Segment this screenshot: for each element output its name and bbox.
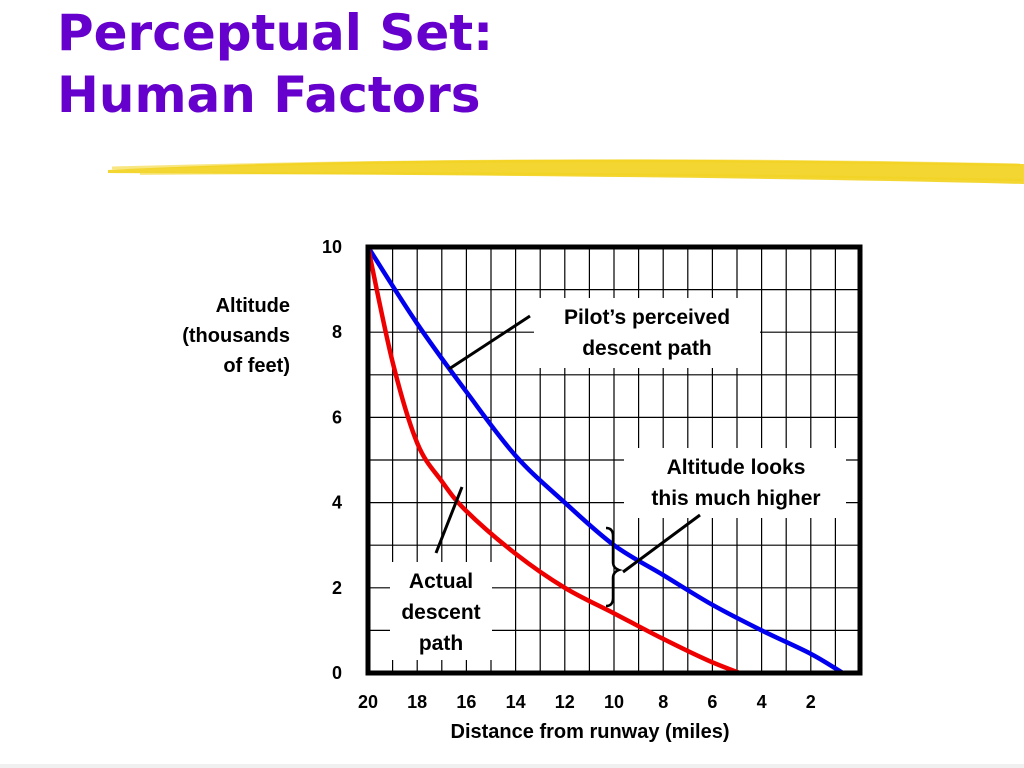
- slide-footer-strip: [0, 764, 1024, 768]
- slide-title-line-2: Human Factors: [57, 66, 481, 124]
- highlighter-streak: [139, 172, 1023, 181]
- annotation-actual-path: Actual descent path: [390, 486, 492, 660]
- annotation-text: Altitude looks: [667, 456, 806, 479]
- annotation-text: descent: [401, 601, 480, 624]
- series-line-perceived: [365, 244, 846, 676]
- annotation-leader-line: [448, 314, 531, 371]
- x-tick-label: 8: [658, 692, 668, 712]
- annotation-text: descent path: [582, 337, 712, 360]
- y-tick-label: 10: [322, 237, 342, 257]
- annotation-leader-line: [622, 513, 701, 574]
- annotation-altitude-higher: Altitude looks this much higher: [605, 448, 846, 608]
- slide-title-line-1: Perceptual Set:: [57, 4, 494, 62]
- series-line-actual: [365, 244, 742, 676]
- x-tick-label: 18: [407, 692, 427, 712]
- annotation-background: [534, 298, 760, 368]
- highlighter-underline: [108, 159, 1024, 184]
- x-axis-label: Distance from runway (miles): [451, 721, 730, 743]
- x-tick-label: 14: [506, 692, 526, 712]
- highlighter-streak: [111, 159, 1021, 170]
- annotation-text: path: [419, 632, 463, 655]
- y-axis-label-line: Altitude: [216, 295, 290, 317]
- annotation-text: this much higher: [651, 487, 820, 510]
- y-axis-label: Altitude (thousands of feet): [182, 295, 290, 377]
- x-tick-label: 2: [806, 692, 816, 712]
- y-tick-label: 4: [332, 493, 342, 513]
- y-tick-label: 0: [332, 663, 342, 683]
- x-tick-label: 20: [358, 692, 378, 712]
- x-tick-label: 10: [604, 692, 624, 712]
- y-tick-label: 2: [332, 578, 342, 598]
- annotation-leader-line: [434, 486, 464, 554]
- x-tick-label: 6: [707, 692, 717, 712]
- slide-title: Perceptual Set: Human Factors: [57, 2, 493, 126]
- annotation-perceived-path: Pilot’s perceived descent path: [448, 298, 760, 371]
- y-axis-label-line: (thousands: [182, 325, 290, 347]
- curly-brace-icon: [605, 526, 623, 608]
- x-tick-label: 4: [757, 692, 767, 712]
- annotation-text: Pilot’s perceived: [564, 306, 730, 329]
- y-tick-label: 8: [332, 322, 342, 342]
- annotation-background: [624, 448, 846, 518]
- y-axis-label-line: of feet): [223, 355, 290, 377]
- annotation-background: [390, 562, 492, 660]
- highlighter-stroke: [108, 159, 1024, 184]
- x-tick-label: 12: [555, 692, 575, 712]
- chart-series: [365, 244, 846, 676]
- y-tick-label: 6: [332, 407, 342, 427]
- x-tick-label: 16: [456, 692, 476, 712]
- plot-frame: [365, 244, 863, 676]
- annotation-text: Actual: [409, 570, 473, 593]
